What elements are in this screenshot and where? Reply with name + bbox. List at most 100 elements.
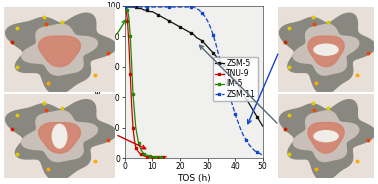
IM-5 [124, 6, 129, 8]
IM-5 [125, 9, 130, 11]
ZSM-11 [230, 104, 235, 106]
ZSM-11 [258, 153, 262, 155]
IM-5 [136, 142, 141, 144]
ZSM-11 [128, 6, 133, 8]
ZSM-11 [247, 143, 251, 146]
IM-5 [147, 155, 152, 157]
TNU-9 [124, 9, 129, 11]
Text: ZSM-11 (MEL): ZSM-11 (MEL) [301, 99, 351, 105]
ZSM-11 [197, 9, 201, 11]
ZSM-11 [222, 73, 226, 75]
IM-5 [142, 153, 146, 155]
ZSM-11 [205, 20, 210, 22]
Y-axis label: Conversion (%): Conversion (%) [94, 47, 103, 116]
ZSM-11 [172, 6, 177, 8]
ZSM-11 [249, 146, 254, 149]
ZSM-11 [252, 149, 257, 152]
Polygon shape [22, 111, 98, 162]
ZSM-11 [167, 6, 171, 8]
IM-5 [131, 93, 135, 95]
ZSM-5 [167, 20, 171, 22]
TNU-9 [161, 156, 166, 158]
IM-5 [158, 156, 163, 158]
TNU-9 [156, 156, 160, 158]
ZSM-5 [153, 12, 157, 14]
ZSM-11 [235, 121, 240, 123]
ZSM-11 [200, 12, 204, 14]
Polygon shape [308, 123, 344, 153]
ZSM-11 [122, 6, 127, 8]
ZSM-11 [239, 128, 243, 130]
TNU-9 [142, 155, 146, 157]
Polygon shape [308, 36, 344, 67]
ZSM-11 [211, 33, 215, 36]
TNU-9 [131, 127, 135, 129]
ZSM-11 [208, 26, 212, 28]
IM-5 [122, 6, 127, 8]
Polygon shape [39, 123, 81, 153]
Polygon shape [293, 111, 359, 162]
Polygon shape [6, 100, 116, 181]
TNU-9 [127, 43, 131, 45]
ZSM-11 [216, 53, 221, 56]
ZSM-11 [260, 154, 265, 156]
ZSM-11 [241, 134, 246, 137]
ZSM-11 [178, 6, 182, 8]
ZSM-11 [244, 139, 248, 141]
ZSM-5 [258, 121, 262, 123]
TNU-9 [150, 156, 155, 158]
ZSM-11 [194, 8, 199, 10]
X-axis label: TOS (h): TOS (h) [177, 174, 211, 183]
Polygon shape [22, 24, 98, 75]
IM-5 [129, 62, 134, 65]
ZSM-5 [260, 125, 265, 127]
ZSM-11 [192, 6, 196, 8]
Ellipse shape [52, 124, 67, 148]
ZSM-11 [139, 6, 144, 8]
ZSM-11 [150, 6, 155, 8]
Polygon shape [279, 13, 375, 94]
ZSM-5 [222, 64, 226, 66]
ZSM-11 [214, 43, 218, 45]
TNU-9 [164, 156, 169, 158]
Polygon shape [6, 13, 116, 94]
TNU-9 [139, 153, 144, 155]
TNU-9 [136, 151, 141, 153]
TNU-9 [129, 104, 134, 106]
ZSM-5 [122, 6, 127, 8]
IM-5 [128, 35, 133, 37]
ZSM-11 [183, 6, 188, 8]
Line: ZSM-5: ZSM-5 [123, 6, 264, 128]
TNU-9 [128, 73, 133, 75]
TNU-9 [132, 139, 137, 141]
Line: TNU-9: TNU-9 [123, 6, 167, 158]
ZSM-5 [214, 55, 218, 57]
Ellipse shape [314, 44, 338, 55]
Polygon shape [279, 100, 375, 181]
Ellipse shape [314, 131, 338, 142]
TNU-9 [122, 6, 127, 8]
Polygon shape [39, 36, 81, 67]
ZSM-11 [161, 6, 166, 8]
IM-5 [127, 17, 131, 19]
Line: ZSM-11: ZSM-11 [123, 6, 264, 157]
TNU-9 [153, 156, 157, 158]
TNU-9 [125, 20, 130, 22]
ZSM-5 [164, 18, 169, 20]
TNU-9 [133, 146, 138, 149]
Legend: ZSM-5, TNU-9, IM-5, ZSM-11: ZSM-5, TNU-9, IM-5, ZSM-11 [212, 57, 257, 101]
IM-5 [153, 156, 157, 158]
ZSM-11 [144, 6, 149, 8]
ZSM-11 [255, 151, 259, 153]
IM-5 [133, 127, 138, 129]
Polygon shape [293, 24, 359, 75]
ZSM-11 [133, 6, 138, 8]
ZSM-11 [227, 95, 232, 97]
ZSM-11 [219, 62, 224, 65]
ZSM-11 [225, 84, 229, 86]
ZSM-11 [233, 113, 237, 115]
ZSM-11 [156, 6, 160, 8]
TNU-9 [144, 156, 149, 158]
TNU-9 [158, 156, 163, 158]
IM-5 [139, 149, 144, 152]
